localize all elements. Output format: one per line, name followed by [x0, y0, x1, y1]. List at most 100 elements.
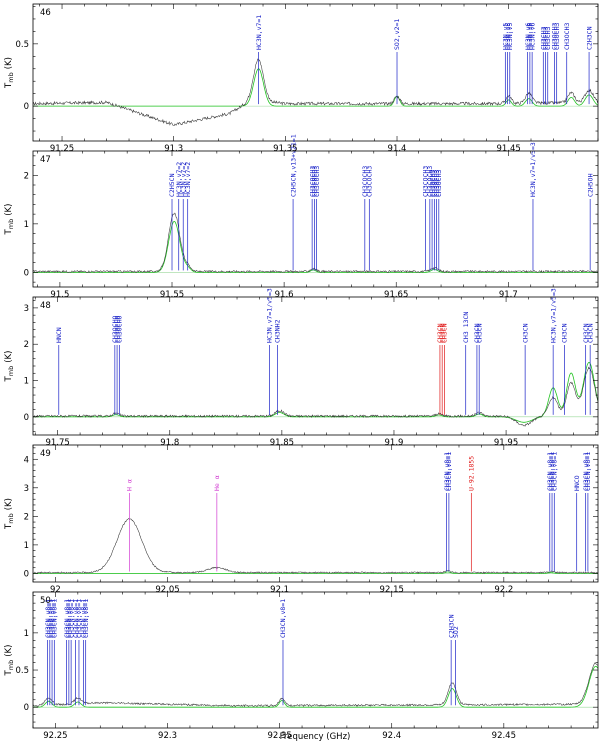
x-tick-label: 91.3	[164, 144, 183, 154]
line-marker-label: CH3COCH3	[311, 166, 319, 197]
line-marker: C2H5OH	[586, 173, 594, 271]
line-marker: CH3CN,v8=1	[75, 599, 83, 706]
line-marker: CH3OCH3	[551, 23, 559, 105]
y-axis-label-main: T	[4, 669, 14, 676]
y-axis-label-sub: mb	[7, 72, 15, 82]
line-marker: CH3CN,v8=1	[65, 599, 73, 706]
line-marker-label: CH3OCH3	[433, 170, 441, 197]
y-axis-label-sub: mb	[7, 219, 15, 229]
observed-spectrum	[33, 662, 598, 708]
line-marker: C2H3CN	[585, 26, 593, 105]
line-marker-label: CH3CN,v8=1	[48, 599, 56, 638]
line-marker: HC3N,v7=1	[255, 15, 263, 105]
line-marker: CH3CN,v8=1	[48, 599, 56, 706]
line-marker: CH3OCHO	[116, 316, 124, 415]
line-marker: CH3CN,v8=1	[548, 452, 556, 572]
y-tick-label: 1	[24, 220, 29, 230]
y-tick-label: 2	[24, 512, 29, 522]
line-marker: CH3OCH3	[433, 170, 441, 271]
panel-number: 49	[40, 449, 51, 459]
line-marker: CH3NH2	[274, 319, 282, 415]
line-marker: U-92.1855	[468, 456, 476, 572]
model-spectrum	[33, 571, 598, 574]
line-marker: CH3CN,v8=1	[82, 599, 90, 706]
line-marker: CH3CN,v8=1	[443, 452, 451, 572]
y-axis-label-sub: mb	[7, 660, 15, 670]
line-marker-label: CH3CN	[561, 323, 569, 343]
y-axis-label-sub: mb	[7, 513, 15, 523]
line-marker: CH3CN	[475, 323, 483, 415]
line-marker: He α	[213, 475, 221, 572]
line-marker: CH3CN,v8=1	[63, 599, 71, 706]
panel-50: CH3CN,v8=1CH3CN,v8=1CH3CN,v8=1CH3CN,v8=1…	[4, 591, 599, 741]
line-marker-label: CH3CN,v8=1	[75, 599, 83, 638]
line-marker-label: CH3OCHO	[113, 316, 121, 343]
line-marker-label: CH3COCH3	[426, 166, 434, 197]
x-tick-label: 92	[50, 585, 61, 595]
x-tick-label: 92.35	[267, 731, 291, 741]
line-marker-label: CH3COCH3	[361, 166, 369, 197]
line-marker: CH3CN,v8=1	[445, 452, 453, 572]
line-marker: HC3N,v7=2	[179, 162, 187, 271]
line-marker: CH3CN	[561, 323, 569, 415]
line-marker: HC3N,v6	[524, 23, 532, 105]
x-tick-label: 91.25	[50, 144, 74, 154]
line-marker-label: C2H5OH	[586, 173, 594, 197]
x-tick-label: 91.8	[160, 438, 179, 448]
line-marker-label: CH3 13CN	[462, 312, 470, 343]
line-marker: C2H3CN	[447, 614, 455, 706]
line-marker: HNCO	[573, 475, 581, 572]
line-marker-label: CH3CH3	[540, 26, 548, 50]
line-marker-label: CH3CN	[441, 323, 449, 343]
line-marker: CH3CN,v8=1	[582, 452, 590, 572]
line-marker: C2H5CN	[168, 173, 176, 271]
line-marker-label: HC3N,v6	[526, 23, 534, 50]
panel-number: 47	[40, 155, 51, 165]
panel-49: H α He α CH3CN,v8=1 CH3CN,v8=1 U-92.1855 CH3C…	[4, 444, 599, 595]
y-axis-label-main: T	[4, 375, 14, 382]
line-marker: CH3CN	[441, 323, 449, 415]
y-axis-label-main: T	[4, 82, 14, 89]
observed-spectrum	[33, 366, 598, 427]
model-spectrum	[33, 68, 598, 107]
line-marker: CH3OCH3	[563, 23, 571, 105]
line-marker: CH3CN	[586, 323, 594, 415]
x-tick-label: 91.65	[384, 290, 408, 300]
line-marker: HC3N,v5	[504, 23, 512, 105]
line-marker: HC3N,v6	[526, 23, 534, 105]
line-marker-label: C2H5CN,v13+v21=1	[289, 134, 297, 197]
x-tick-label: 91.35	[273, 144, 297, 154]
line-marker: CH3OCH3	[553, 23, 561, 105]
x-tick-label: 92.05	[155, 585, 179, 595]
model-spectrum	[33, 665, 598, 708]
line-marker: CH3COCH3	[366, 166, 374, 271]
line-marker-label: HC3N,v5	[502, 23, 510, 50]
line-marker-label: CH3COCH3	[308, 166, 316, 197]
line-marker: CH3 13CN	[462, 312, 470, 415]
line-marker: CH3OCH3	[428, 170, 436, 271]
line-marker: CH3CN	[436, 323, 444, 415]
line-marker-label: CH3NH2	[274, 319, 282, 343]
y-tick-label: 2	[24, 171, 29, 181]
line-marker-label: U-92.1855	[468, 456, 476, 491]
y-tick-label: 1	[24, 629, 29, 639]
x-tick-label: 91.75	[45, 438, 69, 448]
line-marker-label: CH3COCH3	[313, 166, 321, 197]
y-tick-label: 0	[24, 413, 29, 423]
line-marker-label: C2H3CN	[447, 614, 455, 638]
y-tick-label: 0.5	[15, 40, 29, 50]
line-marker-label: SO2,v2=1	[393, 19, 401, 50]
line-marker-label: HNCO	[573, 475, 581, 491]
x-tick-label: 92.4	[382, 731, 401, 741]
line-marker: CH3CH3	[542, 26, 550, 105]
line-marker: CH3OCH3	[435, 170, 443, 271]
x-tick-label: 91.55	[160, 290, 184, 300]
line-marker-label: CH3CN,v8=1	[63, 599, 71, 638]
line-marker-label: CH3CN,v8=1	[67, 599, 75, 638]
panel-number: 46	[40, 8, 51, 18]
y-axis-label: Tmb (K)	[4, 57, 15, 89]
y-axis-label: Tmb (K)	[4, 351, 15, 383]
